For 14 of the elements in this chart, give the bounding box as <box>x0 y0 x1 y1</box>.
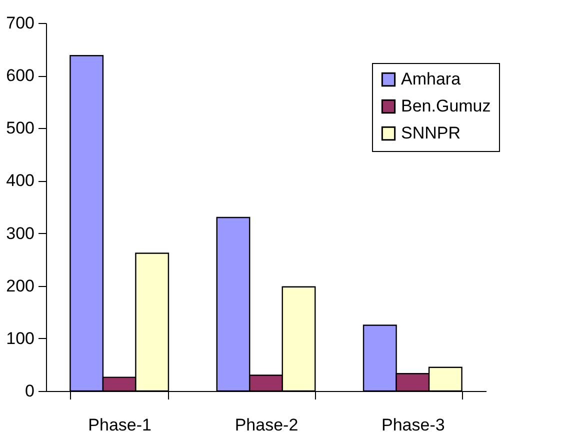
y-tick-label: 100 <box>6 328 34 348</box>
y-tick-label: 400 <box>6 171 34 190</box>
y-tick-label: 500 <box>6 118 34 138</box>
y-tick-label: 200 <box>6 276 34 296</box>
x-tick-label: Phase-1 <box>88 416 152 434</box>
legend-label: SNNPR <box>401 124 461 142</box>
y-tick-label: 600 <box>6 66 34 86</box>
x-tick-label: Phase-3 <box>382 416 445 434</box>
y-tick-label: 0 <box>25 382 34 400</box>
y-tick-label: 700 <box>6 14 34 32</box>
x-tick-label: Phase-2 <box>234 416 298 434</box>
y-tick-label: 300 <box>6 224 34 243</box>
legend-label: Amhara <box>401 70 462 88</box>
legend-label: Ben.Gumuz <box>401 96 491 116</box>
